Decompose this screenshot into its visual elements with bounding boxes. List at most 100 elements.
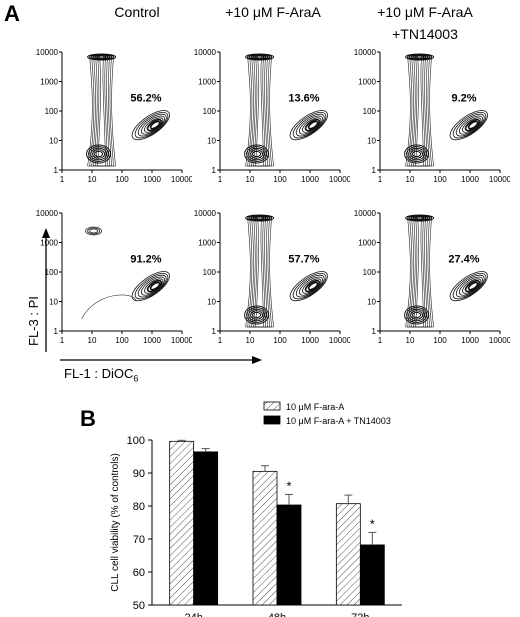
live-cell-contour: [131, 271, 170, 302]
y-tick-label: 10000: [354, 209, 377, 218]
dead-cell-contour: [413, 216, 426, 328]
bottom-cluster-contour: [406, 146, 428, 162]
x-tick-label: 100: [433, 175, 447, 184]
live-cell-percentage: 27.4%: [448, 254, 479, 266]
y-tick-label: 1: [212, 327, 217, 336]
live-cell-contour: [292, 272, 327, 300]
x-category-label: 72h: [351, 612, 369, 617]
live-cell-contour: [134, 272, 169, 300]
panel-b-letter: B: [80, 406, 96, 431]
x-tick-label: 10000: [171, 175, 192, 184]
flow-plot-0-0: 10000 1000 100 10 11 10 100 1000 10000 56.2%: [36, 48, 192, 184]
live-cell-contour: [458, 276, 483, 296]
live-cell-contour: [289, 110, 328, 141]
y-tick-label: 70: [133, 534, 145, 546]
live-cell-contour: [292, 111, 327, 139]
axis-arrows: [42, 228, 262, 364]
dead-cell-contour: [245, 55, 274, 167]
x-tick-label: 1: [218, 336, 223, 345]
dead-cell-contour: [405, 216, 434, 328]
live-cell-contour: [452, 272, 487, 300]
live-cell-contour: [295, 274, 325, 298]
bottom-cluster-contour: [252, 150, 262, 158]
y-tick-label: 80: [133, 501, 145, 513]
dead-cell-contour: [255, 216, 264, 328]
live-cell-contour: [455, 274, 485, 298]
bottom-cluster-contour: [92, 149, 106, 159]
x-tick-label: 10: [406, 336, 415, 345]
y-tick-label: 10: [207, 298, 216, 307]
flow-plot-1-0: 10000 1000 100 10 11 10 100 1000 10000 91.2%: [36, 209, 192, 345]
y-tick-label: 1000: [358, 78, 376, 87]
column-title-control: Control: [114, 4, 160, 20]
top-cluster-contour: [255, 55, 265, 59]
live-cell-contour: [455, 113, 485, 137]
x-tick-label: 100: [273, 336, 287, 345]
y-tick-label: 100: [127, 435, 145, 447]
y-tick-label: 100: [203, 268, 217, 277]
dead-cell-contour: [413, 55, 426, 167]
y-tick-label: 1000: [358, 239, 376, 248]
x-tick-label: 10: [246, 175, 255, 184]
dead-cell-contour: [245, 216, 274, 328]
bottom-cluster-contour: [404, 305, 430, 325]
live-cell-contour: [295, 113, 325, 137]
dead-cell-contour: [247, 55, 272, 167]
live-cell-contour: [149, 281, 161, 291]
dead-cell-contour: [249, 55, 270, 167]
live-cell-contour: [140, 276, 165, 296]
y-tick-label: 1: [372, 166, 377, 175]
y-tick-label: 10: [367, 298, 376, 307]
x-tick-label: 100: [273, 175, 287, 184]
x-category-label: 48h: [268, 612, 286, 617]
x-category-label: 24h: [184, 612, 202, 617]
x-axis-label-dioc: FL-1 : DiOC6: [64, 366, 138, 384]
column-title-fara-tn: +10 μM F-AraA: [377, 4, 473, 20]
x-tick-label: 10000: [171, 336, 192, 345]
column-title-tn14003: +TN14003: [392, 26, 458, 42]
x-tick-label: 10000: [329, 336, 350, 345]
dead-cell-contour: [95, 55, 108, 167]
dead-cell-contour: [247, 216, 272, 328]
live-cell-contour: [307, 120, 319, 130]
y-tick-label: 10: [207, 137, 216, 146]
y-tick-label: 1000: [198, 78, 216, 87]
bottom-cluster-contour: [86, 144, 112, 164]
legend-label: 10 μM F-ara-A + TN14003: [286, 416, 391, 426]
bottom-cluster-contour: [244, 144, 270, 164]
dead-cell-contour: [415, 216, 424, 328]
y-tick-label: 10: [49, 137, 58, 146]
y-tick-label: 100: [363, 268, 377, 277]
bar-chart: 10 μM F-ara-A 10 μM F-ara-A + TN14003 100 9…: [110, 401, 402, 617]
bottom-cluster-contour: [248, 147, 266, 161]
bar-hatched: [252, 470, 278, 606]
live-cell-contour: [289, 271, 328, 302]
y-tick-label: 10: [367, 137, 376, 146]
live-cell-contour: [149, 120, 161, 130]
live-cell-percentage: 57.7%: [288, 254, 319, 266]
dead-cell-contour: [409, 216, 430, 328]
top-cluster-contour: [87, 227, 101, 235]
bar-solid: [276, 504, 302, 606]
x-tick-label: 1000: [461, 336, 479, 345]
live-cell-percentage: 56.2%: [130, 93, 161, 105]
x-tick-label: 100: [433, 336, 447, 345]
flow-plot-0-1: 10000 1000 100 10 11 10 100 1000 10000 13.6%: [194, 48, 350, 184]
dead-cell-contour: [411, 55, 428, 167]
bottom-cluster-contour: [412, 311, 422, 319]
y-axis-label: CLL cell viability (% of controls): [110, 453, 121, 592]
x-tick-label: 10: [88, 175, 97, 184]
y-tick-label: 100: [203, 107, 217, 116]
bottom-cluster-contour: [410, 149, 424, 159]
x-tick-label: 10: [246, 336, 255, 345]
live-cell-contour: [131, 110, 170, 141]
x-axis-label-main: FL-1 : DiOC: [64, 366, 134, 381]
x-tick-label: 1000: [301, 175, 319, 184]
dead-cell-contour: [89, 55, 114, 167]
x-tick-label: 1: [60, 175, 65, 184]
y-tick-label: 1000: [40, 78, 58, 87]
top-cluster-contour: [89, 228, 99, 234]
y-tick-label: 10000: [354, 48, 377, 57]
dead-cell-contour: [253, 216, 266, 328]
y-tick-label: 1: [54, 166, 59, 175]
